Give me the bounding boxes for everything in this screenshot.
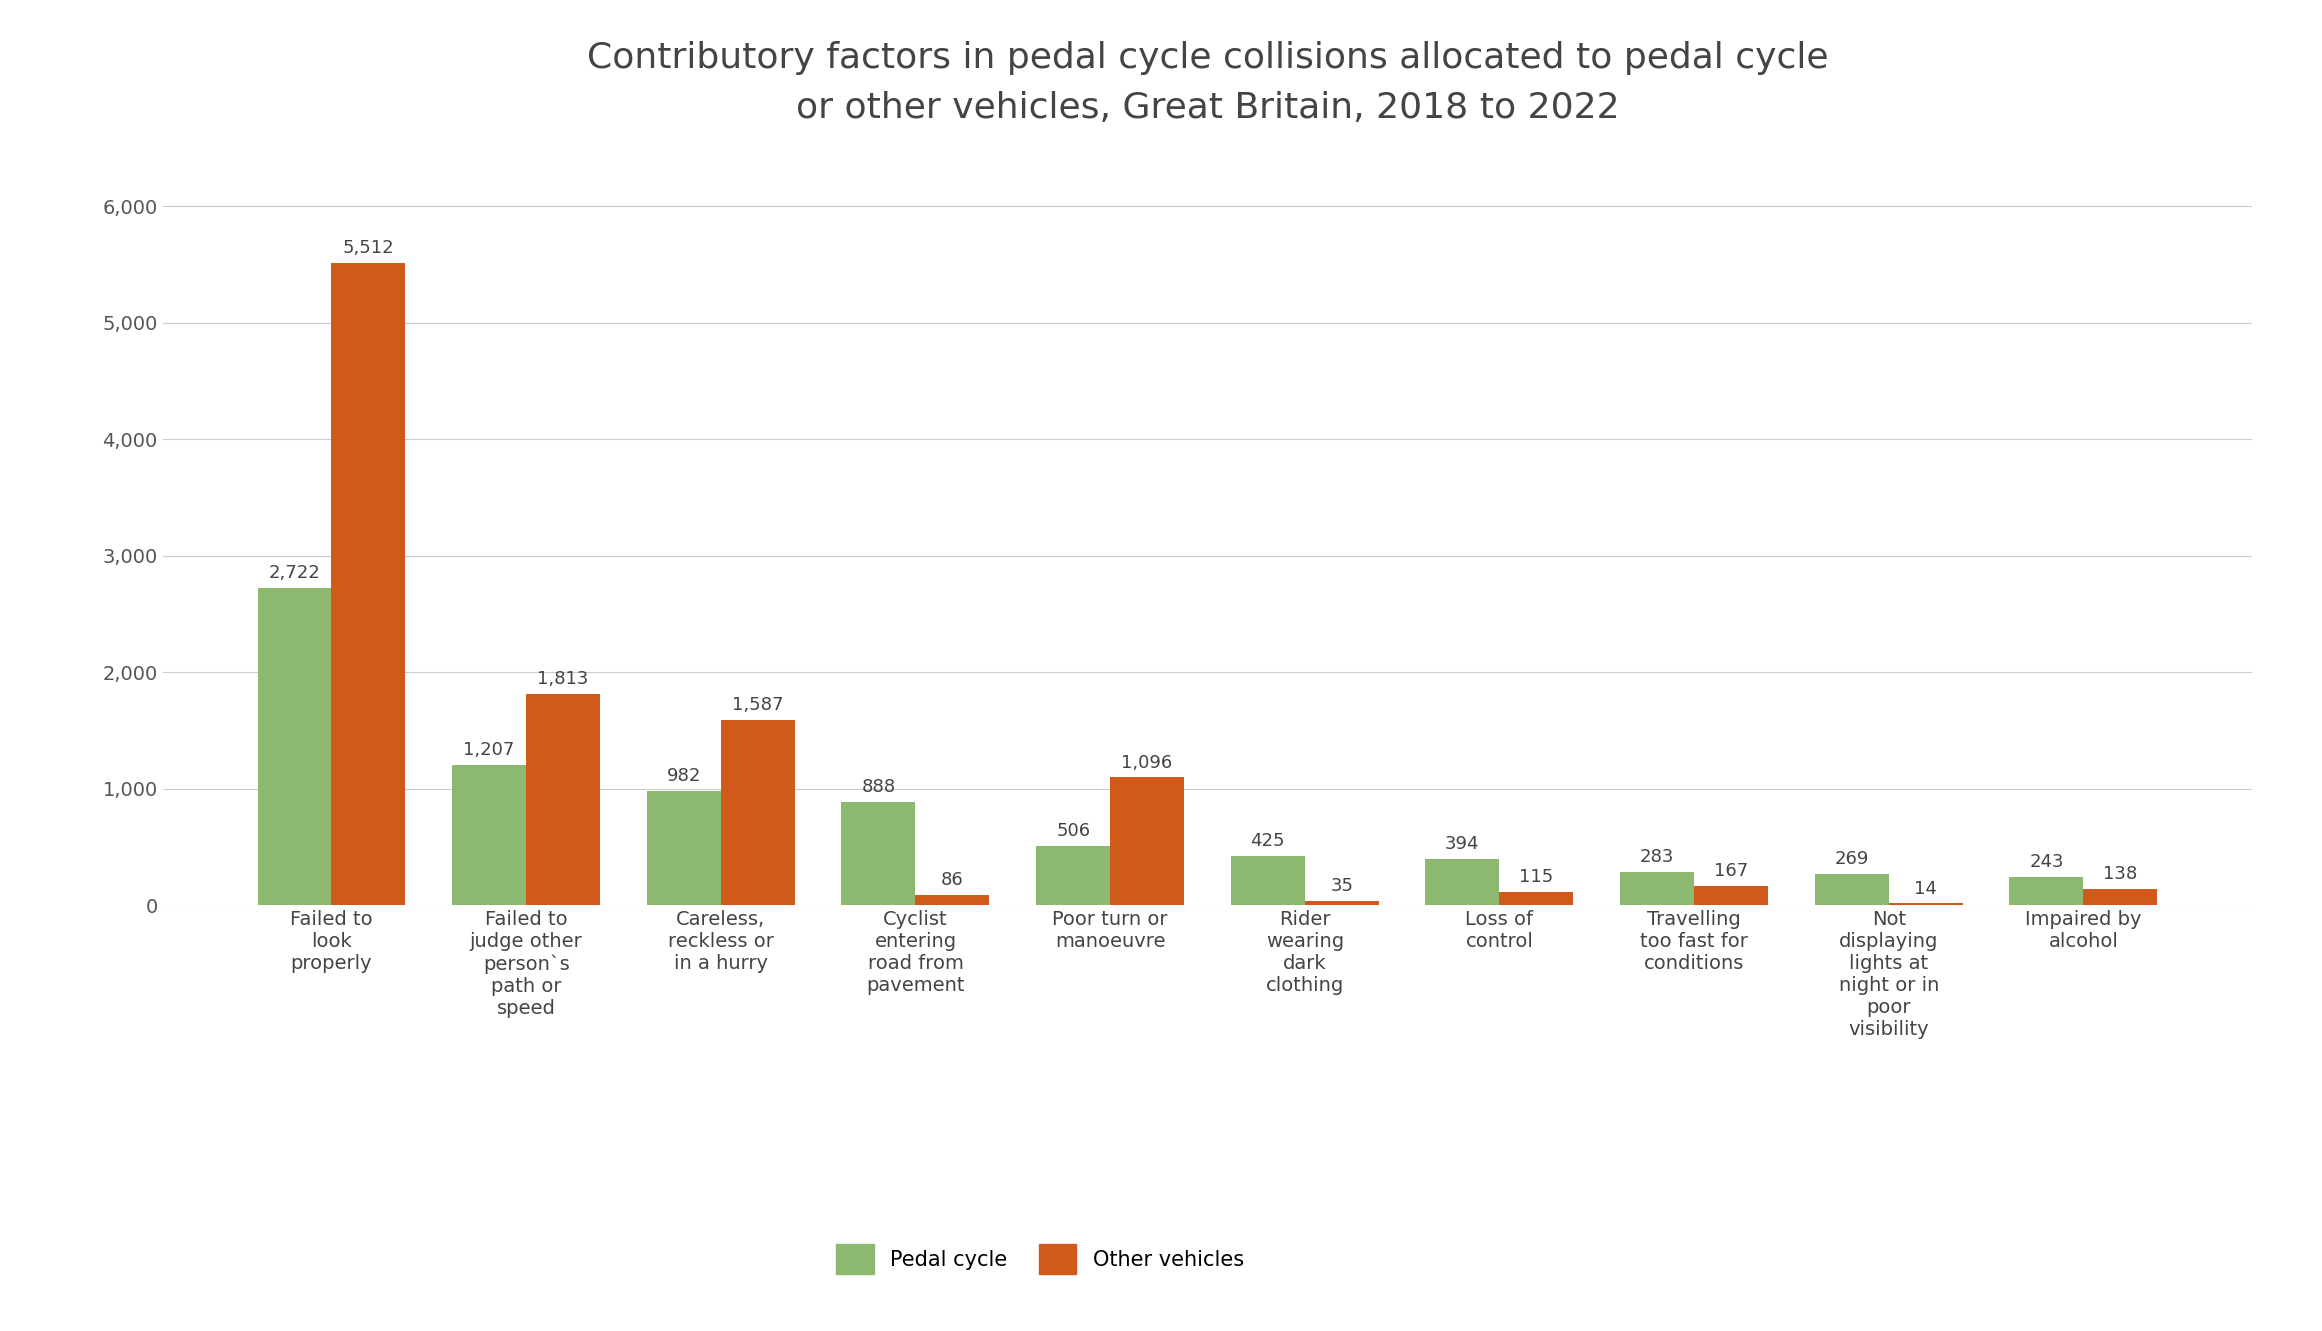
Bar	[1888, 904, 1962, 905]
Bar	[258, 588, 332, 905]
Legend: Pedal cycle, Other vehicles: Pedal cycle, Other vehicles	[829, 1236, 1252, 1282]
Text: 982: 982	[666, 767, 701, 785]
Text: 14: 14	[1913, 880, 1937, 897]
Bar	[1036, 847, 1110, 905]
Bar	[1305, 901, 1379, 905]
Bar	[332, 264, 406, 905]
Bar	[2009, 877, 2083, 905]
Bar	[527, 693, 599, 905]
Bar	[1500, 892, 1574, 905]
Text: 1,096: 1,096	[1122, 753, 1173, 772]
Text: 1,207: 1,207	[464, 740, 515, 759]
Bar	[1816, 873, 1888, 905]
Text: 888: 888	[861, 777, 896, 796]
Text: 5,512: 5,512	[344, 240, 395, 257]
Bar	[1695, 885, 1767, 905]
Bar	[915, 894, 989, 905]
Text: 86: 86	[940, 872, 964, 889]
Text: 1,813: 1,813	[536, 669, 590, 688]
Bar	[720, 720, 794, 905]
Text: 167: 167	[1714, 861, 1748, 880]
Bar	[841, 801, 915, 905]
Text: 243: 243	[2029, 853, 2064, 870]
Bar	[1110, 777, 1184, 905]
Text: 1,587: 1,587	[731, 696, 783, 715]
Bar	[1231, 856, 1305, 905]
Text: 2,722: 2,722	[269, 564, 320, 582]
Text: 506: 506	[1057, 823, 1091, 840]
Text: 425: 425	[1252, 832, 1284, 849]
Title: Contributory factors in pedal cycle collisions allocated to pedal cycle
or other: Contributory factors in pedal cycle coll…	[587, 41, 1827, 125]
Text: 269: 269	[1834, 851, 1869, 868]
Bar	[648, 791, 720, 905]
Text: 138: 138	[2104, 865, 2139, 884]
Text: 35: 35	[1331, 877, 1354, 896]
Bar	[1621, 872, 1695, 905]
Text: 115: 115	[1519, 868, 1553, 886]
Bar	[2083, 889, 2157, 905]
Text: 283: 283	[1639, 848, 1674, 866]
Bar	[453, 764, 527, 905]
Bar	[1426, 860, 1500, 905]
Text: 394: 394	[1444, 836, 1479, 853]
